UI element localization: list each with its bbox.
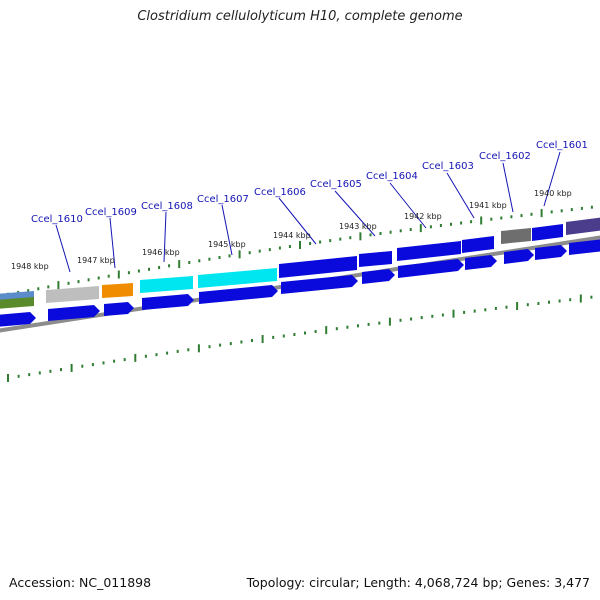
kbp-label-1946: 1946 kbp <box>142 248 180 257</box>
feature-block <box>397 241 461 261</box>
gene-label-ccel-1608: Ccel_1608 <box>141 201 193 212</box>
gene-label-ccel-1604: Ccel_1604 <box>366 171 418 182</box>
feature-block <box>102 283 133 298</box>
feature-block <box>501 228 531 244</box>
leader-line <box>163 211 167 263</box>
feature-block <box>46 286 99 303</box>
kbp-label-1940: 1940 kbp <box>534 189 572 198</box>
tick-ruler-outer <box>7 205 593 296</box>
feature-block <box>279 256 357 278</box>
kbp-label-1947: 1947 kbp <box>77 256 115 265</box>
kbp-labels: 1948 kbp 1947 kbp 1946 kbp 1945 kbp 1944… <box>11 189 572 271</box>
tick-ruler-inner <box>7 294 593 382</box>
cds-arrow <box>142 294 194 310</box>
gene-label-leaders <box>55 151 561 273</box>
kbp-label-1942: 1942 kbp <box>404 212 442 221</box>
accession-text: Accession: NC_011898 <box>9 575 152 590</box>
feature-block <box>532 224 563 241</box>
gene-label-ccel-1606: Ccel_1606 <box>254 187 306 198</box>
leader-line <box>389 182 427 229</box>
gene-labels: Ccel_1610 Ccel_1609 Ccel_1608 Ccel_1607 … <box>31 140 588 225</box>
feature-block <box>198 268 277 288</box>
kbp-label-1948: 1948 kbp <box>11 262 49 271</box>
gene-label-ccel-1610: Ccel_1610 <box>31 214 83 225</box>
leader-line <box>109 217 116 269</box>
feature-block <box>566 217 600 235</box>
cds-arrow <box>199 285 278 304</box>
map-title: Clostridium cellulolyticum H10, complete… <box>137 9 463 24</box>
cds-track-lower <box>0 239 600 327</box>
feature-block <box>140 276 193 293</box>
cds-arrow <box>0 312 36 327</box>
cds-arrow <box>104 302 134 316</box>
cds-arrow <box>48 305 100 321</box>
leader-line <box>543 151 561 207</box>
leader-line <box>502 162 514 213</box>
cds-arrow <box>281 275 358 294</box>
kbp-label-1941: 1941 kbp <box>469 201 507 210</box>
genome-summary-text: Topology: circular; Length: 4,068,724 bp… <box>246 575 590 590</box>
gene-label-ccel-1607: Ccel_1607 <box>197 194 249 205</box>
leader-line <box>334 190 376 237</box>
leader-line <box>278 197 317 245</box>
cds-arrow <box>398 259 464 278</box>
cds-arrow <box>504 249 534 264</box>
gene-label-ccel-1602: Ccel_1602 <box>479 151 531 162</box>
feature-block <box>0 297 34 309</box>
leader-line <box>55 224 71 273</box>
cds-arrow <box>362 269 395 284</box>
leader-line <box>446 172 475 219</box>
feature-track-upper <box>0 217 600 309</box>
gene-label-ccel-1605: Ccel_1605 <box>310 179 362 190</box>
kbp-label-1943: 1943 kbp <box>339 222 377 231</box>
cds-arrow <box>569 239 600 255</box>
cds-arrow <box>465 255 497 270</box>
feature-block <box>462 236 494 253</box>
cds-arrow <box>535 245 567 260</box>
gene-label-ccel-1609: Ccel_1609 <box>85 207 137 218</box>
leader-line <box>221 204 233 256</box>
gene-label-ccel-1601: Ccel_1601 <box>536 140 588 151</box>
gene-label-ccel-1603: Ccel_1603 <box>422 161 474 172</box>
kbp-label-1945: 1945 kbp <box>208 240 246 249</box>
kbp-label-1944: 1944 kbp <box>273 231 311 240</box>
feature-block <box>359 251 392 267</box>
